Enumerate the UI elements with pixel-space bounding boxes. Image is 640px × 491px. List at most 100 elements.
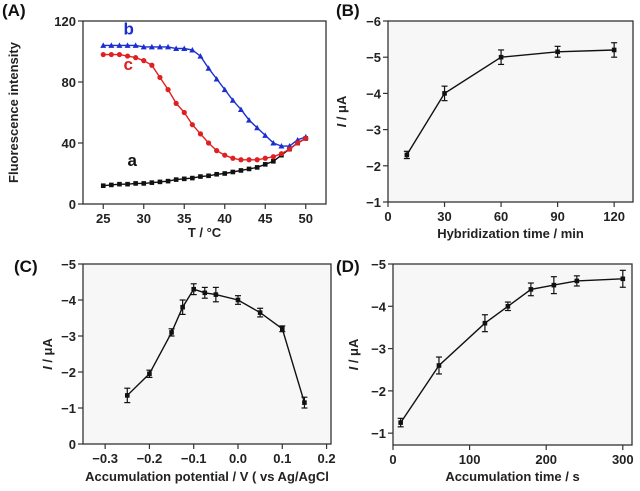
data-point [238,168,244,173]
data-point [270,154,276,160]
data-point [100,183,106,188]
data-point [262,132,269,138]
y-tick-label: −2 [61,365,76,380]
data-point [124,393,130,398]
x-tick-label: 300 [612,452,634,467]
data-point [133,181,138,186]
data-point [404,152,410,158]
data-point [100,51,106,58]
data-point [254,124,261,131]
y-tick-label: −5 [371,257,386,272]
data-point [100,42,107,48]
y-axis-label: I / μA [334,95,349,127]
data-point [197,53,204,59]
data-point [190,175,195,181]
data-point [505,303,511,309]
x-tick-label: 0 [389,452,396,467]
y-tick-label: −5 [61,257,76,272]
plot-area [392,263,633,446]
data-point [237,106,244,112]
y-tick-label: −1 [61,401,76,416]
x-tick-label: −0.3 [92,451,118,466]
data-point [125,181,130,187]
data-point [109,182,114,188]
y-tick-label: −3 [371,342,386,357]
plot-area [82,20,327,205]
data-point [165,87,171,93]
y-tick-label: 80 [62,75,76,90]
y-tick-label: −3 [61,329,76,344]
plot-area [387,20,634,203]
data-point [279,326,285,332]
y-axis-label-unit: / μA [334,95,349,124]
data-point [262,155,268,161]
data-point [254,157,260,163]
y-axis-label: I / μA [40,337,55,369]
data-point [197,131,204,137]
x-tick-label: 200 [535,452,557,467]
panel-label: (C) [14,257,38,276]
data-point [286,146,293,152]
x-tick-label: 50 [299,211,313,226]
y-tick-label: −4 [371,299,387,314]
panel-label: (B) [336,1,360,20]
data-point [191,286,197,292]
x-tick-label: 90 [550,209,564,224]
data-point [213,292,219,297]
data-point [214,148,220,154]
x-tick-label: 45 [258,211,272,226]
x-tick-label: 0 [384,209,391,224]
x-tick-label: 0.1 [273,451,291,466]
data-point [230,155,236,161]
data-point [205,140,212,146]
panel-label: (A) [2,1,26,20]
data-point [262,162,268,167]
y-tick-label: −5 [366,50,381,65]
y-tick-label: −1 [371,426,386,441]
data-point [436,363,442,368]
y-tick-label: −2 [366,159,381,174]
data-point [528,287,534,292]
data-point [189,122,195,128]
data-point [270,140,277,146]
data-point [222,152,228,158]
y-axis-label-unit: / μA [40,337,55,366]
data-point [214,171,219,177]
x-tick-label: −0.2 [137,451,163,466]
data-point [108,42,115,48]
x-tick-label: 120 [603,209,625,224]
data-point [116,51,123,58]
data-point [222,171,228,176]
x-tick-label: 60 [494,209,508,224]
x-tick-label: 100 [459,452,481,467]
y-tick-label: −2 [371,384,386,399]
data-point [189,46,196,53]
data-point [246,157,252,163]
data-point [221,86,228,93]
data-point [611,47,617,53]
x-tick-label: −0.1 [181,451,207,466]
data-point [551,282,557,288]
data-point [303,135,309,142]
data-point [257,310,263,315]
data-point [235,297,241,303]
x-axis-label: T / °C [188,225,222,240]
data-point [555,49,560,55]
y-axis-label-unit: / μA [346,338,361,367]
data-point [173,177,179,182]
data-point [246,166,252,172]
chart-panel-a: (A) 25 30 35 40 45 50 0 40 80 120 T / °C Fluorescenc… [2,1,327,240]
y-tick-label: 40 [62,136,76,151]
series-label-b: b [124,20,134,39]
data-point [147,371,152,377]
data-point [116,42,123,48]
data-point [133,55,139,61]
data-point [442,91,447,96]
data-point [574,278,580,284]
data-point [173,45,180,51]
data-point [157,179,163,185]
data-point [206,173,211,179]
panel-label: (D) [336,257,360,276]
chart-panel-d: (D) 0 100 200 300 −1 −2 −3 −4 −5 Accumulation time… [336,257,634,484]
